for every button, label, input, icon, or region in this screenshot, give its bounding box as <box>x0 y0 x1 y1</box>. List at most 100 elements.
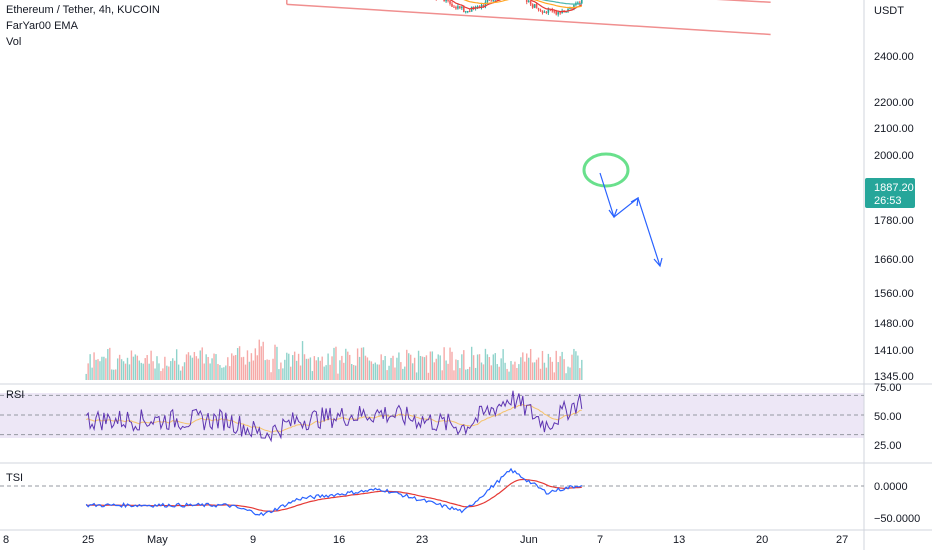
time-tick: 9 <box>250 534 256 546</box>
volume-bar <box>465 369 467 380</box>
candle-body <box>543 11 546 13</box>
volume-bar <box>292 355 294 380</box>
volume-bar <box>321 356 323 380</box>
tsi-label[interactable]: TSI <box>6 472 23 484</box>
volume-bar <box>345 348 347 380</box>
volume-bar <box>351 363 353 380</box>
volume-bar <box>307 358 310 380</box>
volume-bar <box>331 356 333 380</box>
volume-bar <box>410 354 412 380</box>
volume-bar <box>528 357 530 380</box>
volume-bar <box>244 364 247 380</box>
volume-bar <box>175 349 178 380</box>
volume-bar <box>553 372 555 380</box>
candle-body <box>478 6 481 8</box>
volume-bar <box>299 365 302 380</box>
volume-bar <box>122 361 125 380</box>
volume-bar <box>384 355 386 380</box>
volume-bar <box>170 361 172 380</box>
volume-bar <box>382 360 384 380</box>
candle-body <box>547 9 550 13</box>
volume-bar <box>258 339 260 380</box>
volume-bar <box>203 363 205 380</box>
volume-bar <box>441 370 443 380</box>
volume-bar <box>179 370 182 380</box>
volume-bar <box>227 357 229 380</box>
volume-bar <box>545 367 548 380</box>
volume-bar <box>162 368 164 380</box>
indicator-legend[interactable]: FarYar00 EMA <box>6 20 78 32</box>
candle-body <box>486 0 489 3</box>
volume-bar <box>498 366 500 380</box>
volume-bar <box>461 354 463 380</box>
candle-body <box>470 6 473 12</box>
volume-bar <box>352 365 355 380</box>
volume-bar <box>240 357 243 380</box>
volume-bar <box>126 357 129 380</box>
volume-legend[interactable]: Vol <box>6 36 22 48</box>
price-axis[interactable]: USDT 2400.00 2200.00 2100.00 2000.00 178… <box>865 5 915 383</box>
plot-area[interactable] <box>0 0 864 530</box>
time-tick: 27 <box>836 534 848 546</box>
volume-bar <box>439 355 441 380</box>
volume-bar <box>400 362 402 380</box>
arrow-head <box>653 257 663 268</box>
volume-bar <box>193 351 196 380</box>
volume-bar <box>579 368 581 380</box>
candle-body <box>533 4 536 8</box>
volume-bar <box>518 364 520 380</box>
symbol-title[interactable]: Ethereum / Tether, 4h, KUCOIN <box>6 4 160 16</box>
volume-bar <box>284 359 286 380</box>
candle-body <box>537 8 540 10</box>
volume-bar <box>323 366 325 380</box>
volume-bar <box>408 353 410 380</box>
volume-bar <box>573 348 575 380</box>
volume-bar <box>447 363 449 380</box>
volume-bar <box>581 359 583 380</box>
volume-bar <box>116 358 119 380</box>
arrow-head <box>630 196 639 207</box>
volume-bar <box>128 364 131 380</box>
volume-bar <box>156 356 158 380</box>
volume-bar <box>223 367 225 380</box>
candle-body <box>455 7 457 9</box>
volume-bar <box>394 367 396 380</box>
volume-bar <box>508 371 510 380</box>
volume-bar <box>315 360 317 380</box>
volume-bar <box>132 356 135 380</box>
volume-bar <box>419 355 422 380</box>
volume-bar <box>148 363 150 380</box>
volume-bar <box>107 349 109 380</box>
volume-bar <box>435 358 437 380</box>
volume-bar <box>390 357 392 380</box>
volume-bar <box>115 369 117 380</box>
volume-bar <box>252 360 255 380</box>
candle-body <box>461 7 463 9</box>
rsi-tick: 50.00 <box>874 411 902 423</box>
volume-bar <box>417 350 420 380</box>
rsi-label[interactable]: RSI <box>6 389 24 401</box>
volume-bar <box>524 361 526 380</box>
volume-bar <box>463 350 465 380</box>
volume-bar <box>217 363 219 380</box>
volume-bar <box>457 360 459 380</box>
volume-bar <box>449 347 451 380</box>
volume-bar <box>531 362 534 380</box>
candle-body <box>453 6 455 8</box>
volume-bar <box>492 354 494 380</box>
volume-bar <box>476 354 479 380</box>
candle-body <box>529 0 532 5</box>
tsi-pane <box>0 467 864 517</box>
volume-bar <box>496 364 498 380</box>
volume-bar <box>242 356 245 380</box>
volume-bar <box>136 355 139 380</box>
candle-body <box>539 9 542 11</box>
candle-body <box>480 4 483 8</box>
volume-bar <box>349 354 351 380</box>
time-axis[interactable]: 8 25 May 9 16 23 Jun 7 13 20 27 <box>3 534 848 546</box>
volume-bar <box>335 346 337 380</box>
volume-bar <box>278 369 280 380</box>
volume-bar <box>506 368 508 380</box>
volume-bar <box>158 363 160 380</box>
